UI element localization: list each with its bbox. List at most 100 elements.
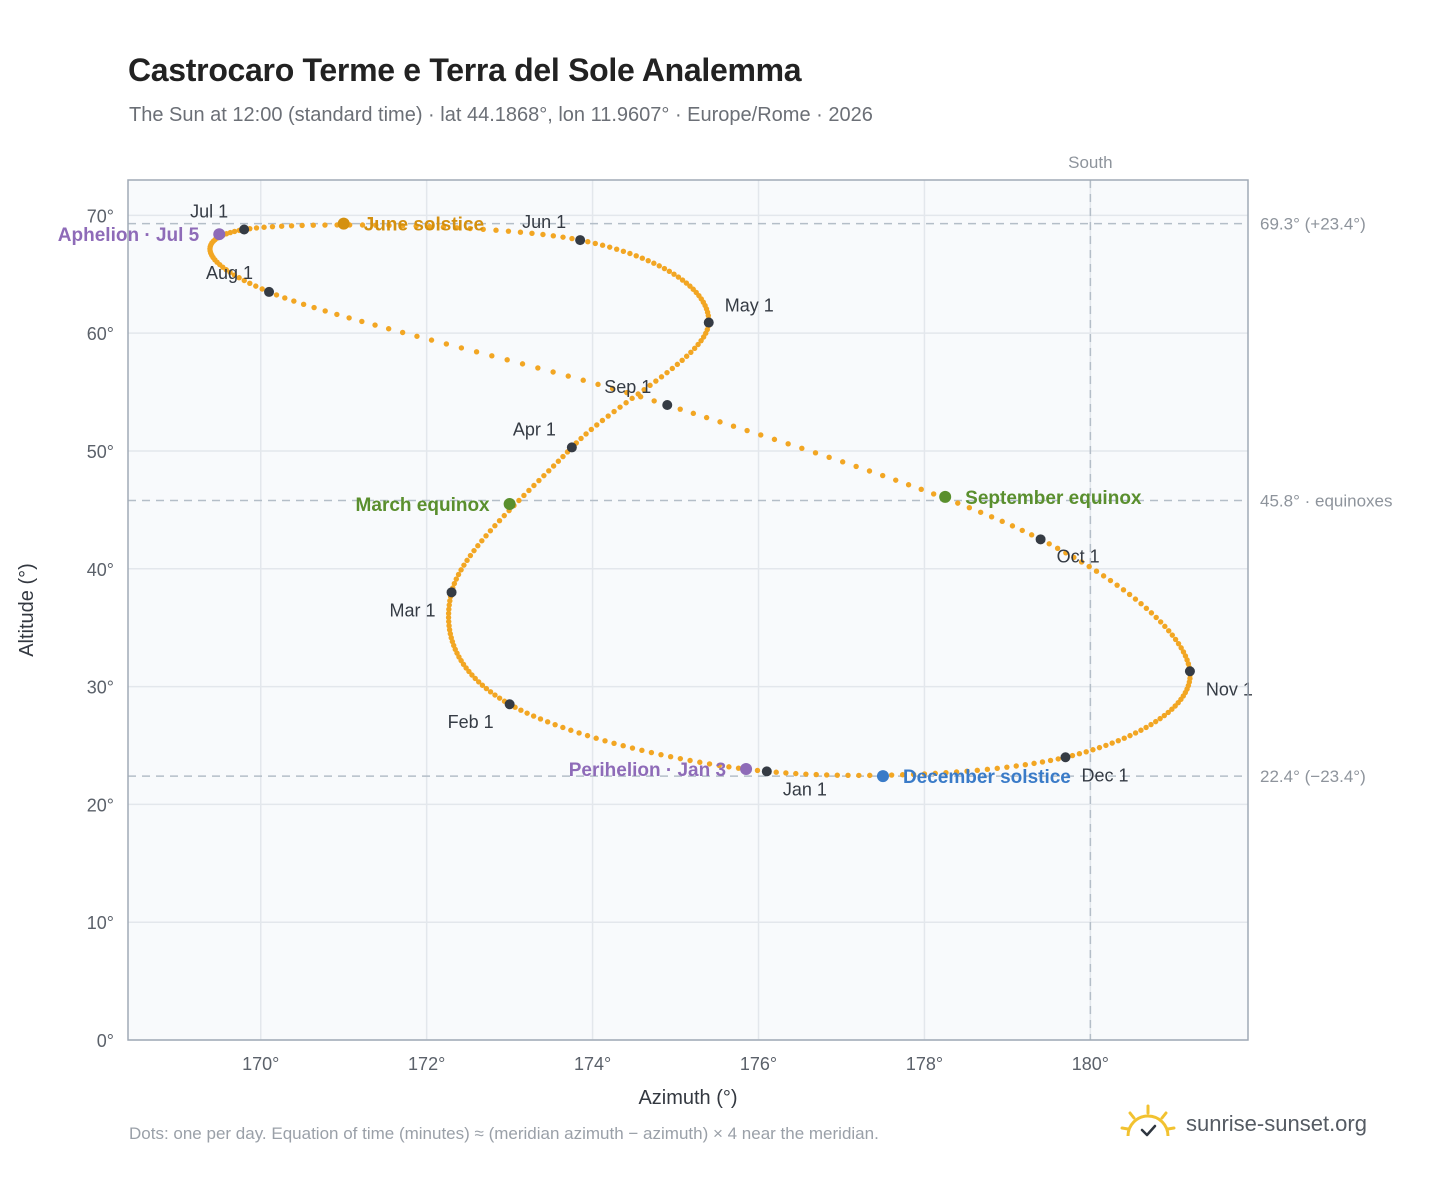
- daily-dot: [785, 441, 791, 447]
- daily-dot: [464, 557, 470, 564]
- month-marker: [1035, 534, 1046, 545]
- daily-dot: [687, 757, 693, 764]
- daily-dot: [977, 509, 984, 515]
- daily-dot: [310, 222, 316, 228]
- daily-dot: [458, 345, 465, 351]
- daily-dot: [730, 423, 737, 429]
- daily-dot: [385, 326, 392, 332]
- month-marker: [239, 224, 250, 235]
- daily-dot: [620, 248, 627, 254]
- daily-dot: [593, 735, 599, 741]
- daily-dot: [247, 280, 253, 286]
- event-marker: [213, 228, 226, 241]
- event-label: September equinox: [965, 488, 1142, 509]
- daily-dot: [611, 408, 617, 415]
- daily-dot: [565, 373, 571, 379]
- daily-dot: [716, 762, 722, 769]
- daily-dot: [473, 349, 480, 355]
- daily-dot: [1055, 756, 1061, 762]
- y-axis-label: Altitude (°): [16, 563, 38, 657]
- daily-dot: [758, 432, 764, 438]
- daily-dot: [536, 477, 542, 484]
- daily-dot: [1172, 636, 1179, 643]
- daily-dot: [447, 631, 454, 637]
- daily-dot: [899, 772, 906, 778]
- brand[interactable]: sunrise-sunset.org: [1120, 1104, 1367, 1144]
- daily-dot: [253, 225, 260, 231]
- daily-dot: [1109, 740, 1115, 746]
- daily-dot: [812, 450, 819, 456]
- daily-dot: [607, 244, 613, 250]
- daily-dot: [1138, 601, 1144, 607]
- daily-dot: [504, 357, 510, 363]
- daily-dot: [658, 374, 665, 380]
- event-marker: [939, 490, 952, 503]
- daily-dot: [599, 417, 606, 424]
- daily-dot: [487, 689, 494, 695]
- daily-dot: [1086, 563, 1092, 570]
- month-label: Jul 1: [190, 201, 228, 221]
- daily-dot: [1120, 587, 1127, 593]
- daily-dot: [453, 576, 459, 582]
- daily-dot: [866, 468, 873, 474]
- daily-dot: [1127, 732, 1133, 739]
- event-marker: [876, 770, 889, 783]
- daily-dot: [999, 518, 1005, 525]
- x-tick-label: 180°: [1072, 1054, 1109, 1074]
- event-marker: [740, 763, 753, 776]
- daily-dot: [475, 543, 481, 549]
- daily-dot: [1172, 703, 1178, 709]
- daily-dot: [446, 606, 452, 612]
- y-tick-label: 60°: [87, 324, 114, 344]
- daily-dot: [560, 453, 566, 460]
- daily-dot: [467, 225, 473, 232]
- daily-dot: [273, 292, 280, 298]
- daily-dot: [455, 571, 462, 578]
- daily-dot: [666, 268, 673, 275]
- daily-dot: [479, 682, 486, 688]
- daily-dot: [1107, 577, 1114, 584]
- daily-dot: [627, 250, 633, 257]
- event-label: June solstice: [364, 215, 484, 236]
- daily-dot: [1071, 554, 1077, 561]
- daily-dot: [568, 727, 574, 733]
- daily-dot: [236, 275, 242, 281]
- daily-dot: [414, 333, 420, 339]
- daily-dot: [311, 304, 317, 311]
- daily-dot: [1169, 632, 1176, 638]
- daily-dot: [984, 766, 991, 773]
- daily-dot: [594, 422, 600, 428]
- daily-dot: [322, 308, 328, 314]
- daily-dot: [483, 533, 489, 539]
- daily-dot: [611, 740, 617, 746]
- x-tick-label: 170°: [242, 1054, 279, 1074]
- month-label: Sep 1: [604, 377, 651, 397]
- daily-dot: [1126, 591, 1133, 598]
- month-marker: [1184, 666, 1195, 677]
- y-tick-label: 10°: [87, 913, 114, 933]
- daily-dot: [300, 301, 307, 307]
- daily-dot: [754, 767, 761, 774]
- daily-dot: [550, 463, 557, 469]
- daily-dot: [537, 716, 544, 722]
- x-tick-label: 172°: [408, 1054, 445, 1074]
- month-marker: [703, 317, 714, 328]
- daily-dot: [918, 486, 924, 493]
- daily-dot: [299, 222, 305, 229]
- daily-dot: [487, 528, 494, 534]
- daily-dot: [496, 695, 503, 701]
- daily-dot: [620, 743, 626, 749]
- daily-dot: [1153, 614, 1159, 621]
- daily-dot: [372, 222, 379, 228]
- y-tick-label: 30°: [87, 678, 114, 698]
- daily-dot: [1143, 724, 1149, 731]
- daily-dot: [535, 365, 541, 371]
- daily-dot: [624, 389, 630, 396]
- daily-dot: [823, 772, 830, 778]
- daily-dot: [269, 223, 276, 230]
- daily-dot: [461, 562, 467, 568]
- daily-dot: [476, 679, 482, 685]
- event-label: December solstice: [903, 767, 1071, 788]
- daily-dot: [856, 772, 862, 779]
- daily-dot: [1180, 649, 1187, 655]
